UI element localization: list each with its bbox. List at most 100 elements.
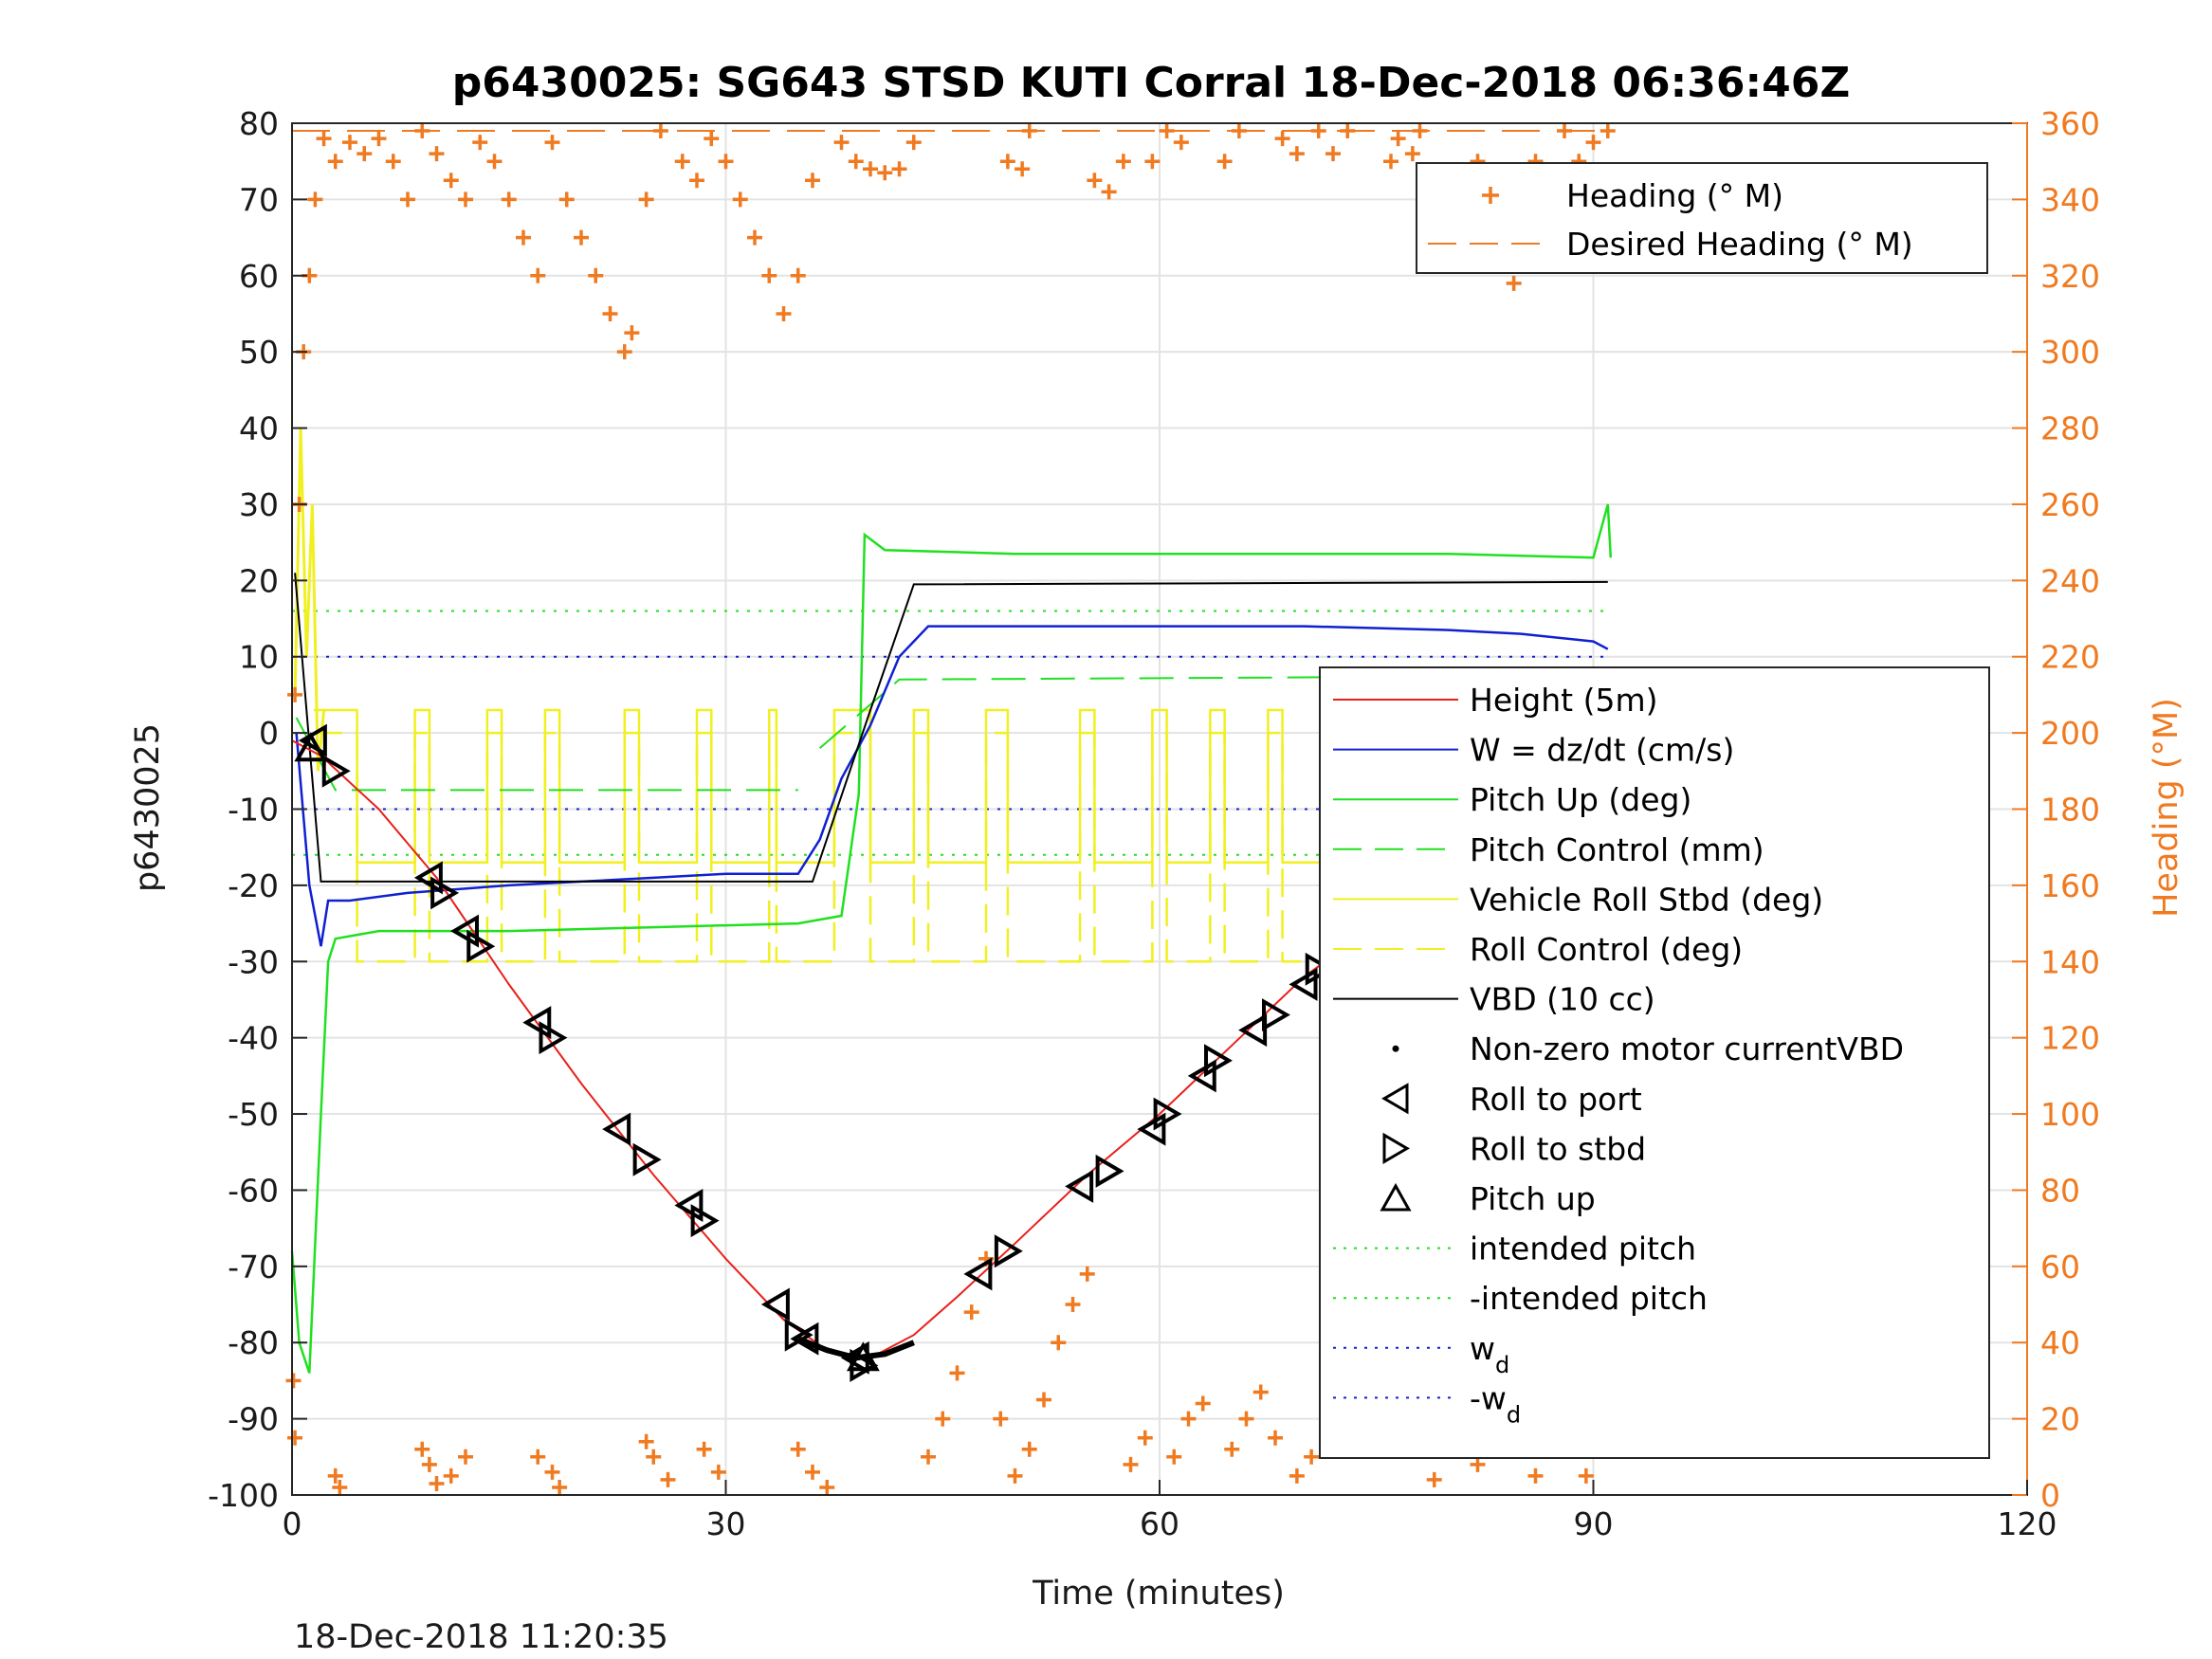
y-tick-label: 20 [239, 562, 279, 599]
roll-to-stbd-marker [690, 1204, 720, 1238]
heading-marker [1600, 123, 1616, 139]
roll-to-port-marker [450, 914, 479, 948]
roll-to-stbd-marker [1095, 1154, 1124, 1188]
heading-marker [1404, 146, 1420, 162]
legend-label: Height (5m) [1470, 682, 1657, 719]
y-tick-label: -70 [228, 1249, 279, 1285]
heading-marker [761, 267, 777, 283]
roll-to-port-marker [1065, 1169, 1094, 1203]
heading-legend: Heading (° M) Desired Heading (° M) [1416, 162, 1988, 274]
y2-tick-label: 160 [2040, 867, 2100, 904]
heading-marker [935, 1411, 951, 1427]
heading-marker [1527, 1468, 1544, 1484]
chart-title: p6430025: SG643 STSD KUTI Corral 18-Dec-… [452, 59, 1850, 107]
heading-marker [588, 267, 604, 283]
heading-marker [732, 191, 748, 208]
legend-label: Desired Heading (° M) [1566, 226, 1913, 263]
legend-box [1416, 162, 1988, 274]
pitch-up-marker [846, 1341, 880, 1372]
pitch-control-series [295, 717, 798, 792]
heading-marker [747, 229, 762, 246]
heading-marker [472, 135, 488, 151]
heading-marker [558, 191, 575, 208]
heading-marker [327, 1468, 343, 1484]
heading-marker [414, 123, 430, 139]
heading-marker [949, 1365, 965, 1381]
heading-marker [1180, 1411, 1197, 1427]
heading-marker [805, 173, 820, 189]
heading-marker [1079, 1266, 1095, 1282]
heading-marker [1216, 154, 1233, 170]
heading-marker [652, 123, 668, 139]
heading-marker [616, 344, 632, 360]
y2-tick-label: 320 [2040, 258, 2100, 295]
heading-marker [877, 165, 893, 181]
heading-marker [1426, 1471, 1442, 1487]
y2-tick-label: 20 [2040, 1401, 2080, 1438]
y2-tick-label: 100 [2040, 1096, 2100, 1133]
heading-marker [400, 191, 415, 208]
heading-marker [287, 686, 303, 702]
y-tick-label: 10 [239, 639, 279, 676]
heading-marker [1268, 1430, 1283, 1446]
roll-to-stbd-marker [1153, 1097, 1182, 1131]
roll-to-port-marker [840, 1340, 869, 1375]
heading-marker [1289, 146, 1305, 162]
legend-label: -intended pitch [1470, 1280, 1708, 1317]
legend-label: intended pitch [1470, 1231, 1696, 1267]
heading-marker [863, 161, 878, 177]
heading-marker [342, 135, 357, 151]
y-tick-label: -100 [208, 1477, 279, 1514]
heading-marker [1310, 123, 1326, 139]
heading-marker [1173, 135, 1189, 151]
heading-marker [552, 1479, 568, 1495]
heading-marker [327, 154, 343, 170]
heading-marker [1325, 146, 1341, 162]
heading-marker [429, 1475, 445, 1491]
heading-marker [905, 135, 922, 151]
legend-label: Non-zero motor currentVBD [1470, 1030, 1904, 1067]
heading-marker [1383, 154, 1398, 170]
heading-marker [1578, 1468, 1594, 1484]
heading-marker [790, 1441, 806, 1457]
heading-marker [819, 1479, 835, 1495]
roll-initial-transient [293, 428, 326, 772]
heading-marker [1304, 1449, 1320, 1465]
heading-marker [660, 1471, 676, 1487]
heading-marker [1065, 1297, 1081, 1313]
y2-tick-label: 300 [2040, 334, 2100, 371]
y-tick-label: 50 [239, 334, 279, 371]
w-series [295, 625, 1609, 947]
legend-swatch [1381, 1083, 1409, 1115]
heading-marker [421, 1456, 437, 1472]
heading-marker [287, 1430, 303, 1446]
heading-marker [848, 154, 864, 170]
pitch-up-marker [294, 732, 328, 762]
heading-marker [285, 1373, 302, 1389]
heading-marker [1051, 1335, 1067, 1351]
heading-marker [776, 305, 792, 321]
legend-swatch [1380, 1182, 1412, 1212]
heading-marker [530, 1449, 546, 1465]
heading-marker [891, 161, 907, 177]
y2-tick-label: 200 [2040, 715, 2100, 752]
heading-marker [1021, 1441, 1037, 1457]
heading-marker [1021, 123, 1037, 139]
y-tick-label: -30 [228, 943, 279, 980]
heading-marker [1557, 123, 1572, 139]
heading-marker [602, 305, 618, 321]
y-tick-label: -60 [228, 1172, 279, 1209]
y2-tick-label: 360 [2040, 105, 2100, 142]
roll-to-port-marker [413, 861, 443, 895]
roll-to-stbd-marker [466, 929, 496, 963]
heading-marker [332, 1479, 348, 1495]
heading-marker [674, 154, 690, 170]
heading-marker [704, 131, 720, 147]
heading-marker [1036, 1392, 1051, 1408]
heading-marker [458, 1449, 473, 1465]
legend-label: VBD (10 cc) [1470, 981, 1655, 1018]
y-tick-label: 30 [239, 486, 279, 523]
y-tick-label: 80 [239, 105, 279, 142]
legend-label: Pitch Control (mm) [1470, 831, 1764, 868]
heading-marker [993, 1411, 1009, 1427]
